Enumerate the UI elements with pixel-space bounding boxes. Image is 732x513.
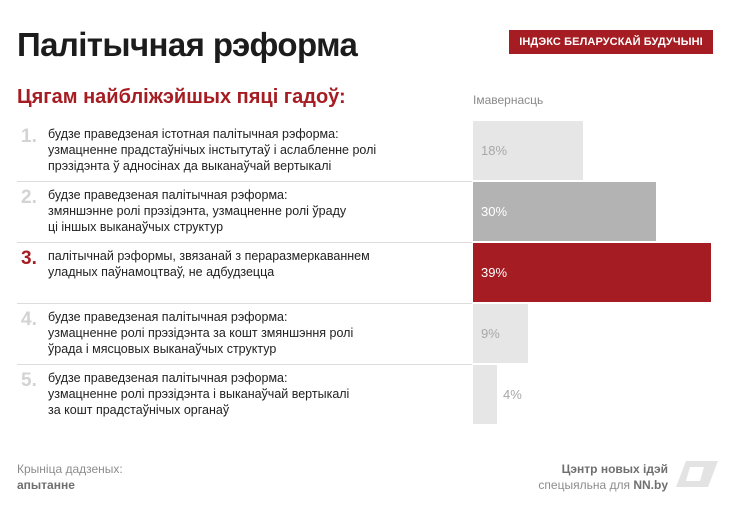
- credit-site: NN.by: [633, 478, 668, 492]
- page-title: Палітычная рэформа: [17, 26, 358, 63]
- category-label: будзе праведзеная істотная палітычная рэ…: [48, 126, 458, 174]
- source-value: апытанне: [17, 478, 75, 492]
- category-label: будзе праведзеная палітычная рэформа: узм…: [48, 370, 458, 418]
- row-text-line: прэзідэнта ў адносінах да выканаўчай вер…: [48, 159, 332, 173]
- bar: [473, 243, 711, 302]
- bar-value-label: 39%: [481, 265, 508, 280]
- row-divider: [17, 364, 472, 365]
- row-text-line: палітычнай рэформы, звязанай з пераразме…: [48, 249, 370, 263]
- row-text-line: ці іншых выканаўчых структур: [48, 220, 224, 234]
- row-number: 1.: [21, 126, 37, 147]
- bar: [473, 121, 583, 180]
- bar: [473, 182, 656, 241]
- row-text-line: будзе праведзеная істотная палітычная рэ…: [48, 127, 339, 141]
- row-text-line: узмацненне ролі прэзідэнта за кошт змянш…: [48, 326, 354, 340]
- category-label: будзе праведзеная палітычная рэформа: змя…: [48, 187, 458, 235]
- index-badge: ІНДЭКС БЕЛАРУСКАЙ БУДУЧЫНІ: [509, 30, 713, 54]
- row-text-line: узмацненне ролі прэзідэнта і выканаўчай …: [48, 387, 350, 401]
- bar: [473, 304, 528, 363]
- row-text-line: узмацненне прадстаўнічых інстытутаў і ас…: [48, 143, 377, 157]
- row-text-line: уладных паўнамоцтваў, не адбудзецца: [48, 265, 275, 279]
- credit-prefix: спецыяльна для: [538, 478, 634, 492]
- row-number: 5.: [21, 370, 37, 391]
- row-number: 2.: [21, 187, 37, 208]
- row-text-line: будзе праведзеная палітычная рэформа:: [48, 188, 288, 202]
- row-text-line: будзе праведзеная палітычная рэформа:: [48, 371, 288, 385]
- bar-value-label: 9%: [481, 326, 500, 341]
- row-number: 4.: [21, 309, 37, 330]
- bar-value-label: 30%: [481, 204, 508, 219]
- row-number: 3.: [21, 248, 37, 269]
- bar: [473, 365, 497, 424]
- credit-org: Цэнтр новых ідэй: [561, 462, 668, 476]
- row-text-line: будзе праведзеная палітычная рэформа:: [48, 310, 288, 324]
- row-divider: [17, 242, 472, 243]
- category-label: палітычнай рэформы, звязанай з пераразме…: [48, 248, 458, 280]
- row-divider: [17, 303, 472, 304]
- row-divider: [17, 181, 472, 182]
- category-label: будзе праведзеная палітычная рэформа: узм…: [48, 309, 458, 357]
- bar-value-label: 4%: [503, 387, 522, 402]
- row-text-line: змяншэнне ролі прэзідэнта, узмацненне ро…: [48, 204, 347, 218]
- nn-logo-icon: [676, 461, 718, 487]
- source-label: Крыніца дадзеных:: [17, 462, 123, 476]
- credit-note: Цэнтр новых ідэй спецыяльна для NN.by: [480, 461, 668, 493]
- chart-subtitle: Цягам найбліжэйшых пяці гадоў:: [17, 86, 346, 108]
- source-note: Крыніца дадзеных: апытанне: [17, 461, 123, 493]
- row-text-line: за кошт прадстаўнічых органаў: [48, 403, 230, 417]
- row-text-line: ўрада і мясцовых выканаўчых структур: [48, 342, 277, 356]
- bar-value-label: 18%: [481, 143, 508, 158]
- value-axis-label: Імавернасць: [473, 93, 544, 107]
